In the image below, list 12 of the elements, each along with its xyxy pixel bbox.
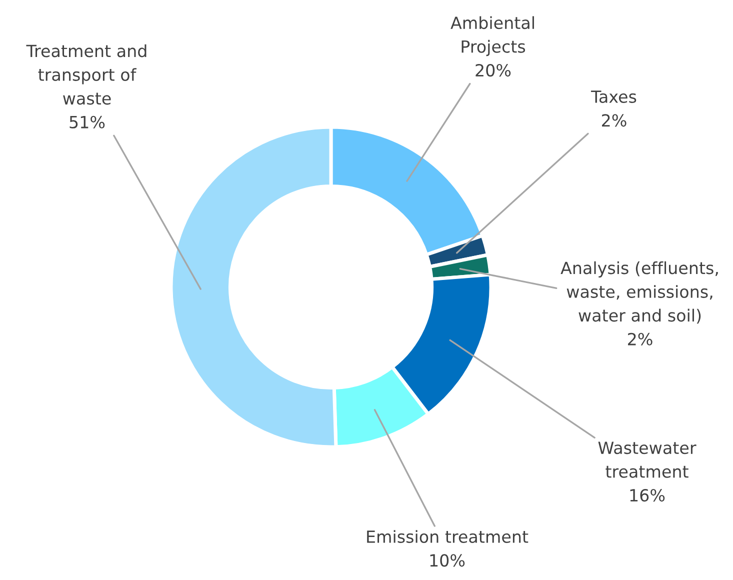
slice-label: Taxes [590,90,636,103]
data-label: 2% [602,114,626,127]
slice-label: Emission treatment [367,530,528,543]
data-label: 20% [476,64,511,77]
data-label: 51% [70,116,105,128]
data-label: 10% [430,554,465,567]
slice-label: Analysis (effluents, waste, emissions, water and soil) [560,261,718,324]
slice-label: Treatment and transport of waste [26,44,146,105]
slice-label: Wastewater treatment [598,442,696,478]
data-label: 2% [628,332,652,346]
data-label: 16% [630,488,665,502]
slice-label: Ambiental Projects [450,16,534,56]
